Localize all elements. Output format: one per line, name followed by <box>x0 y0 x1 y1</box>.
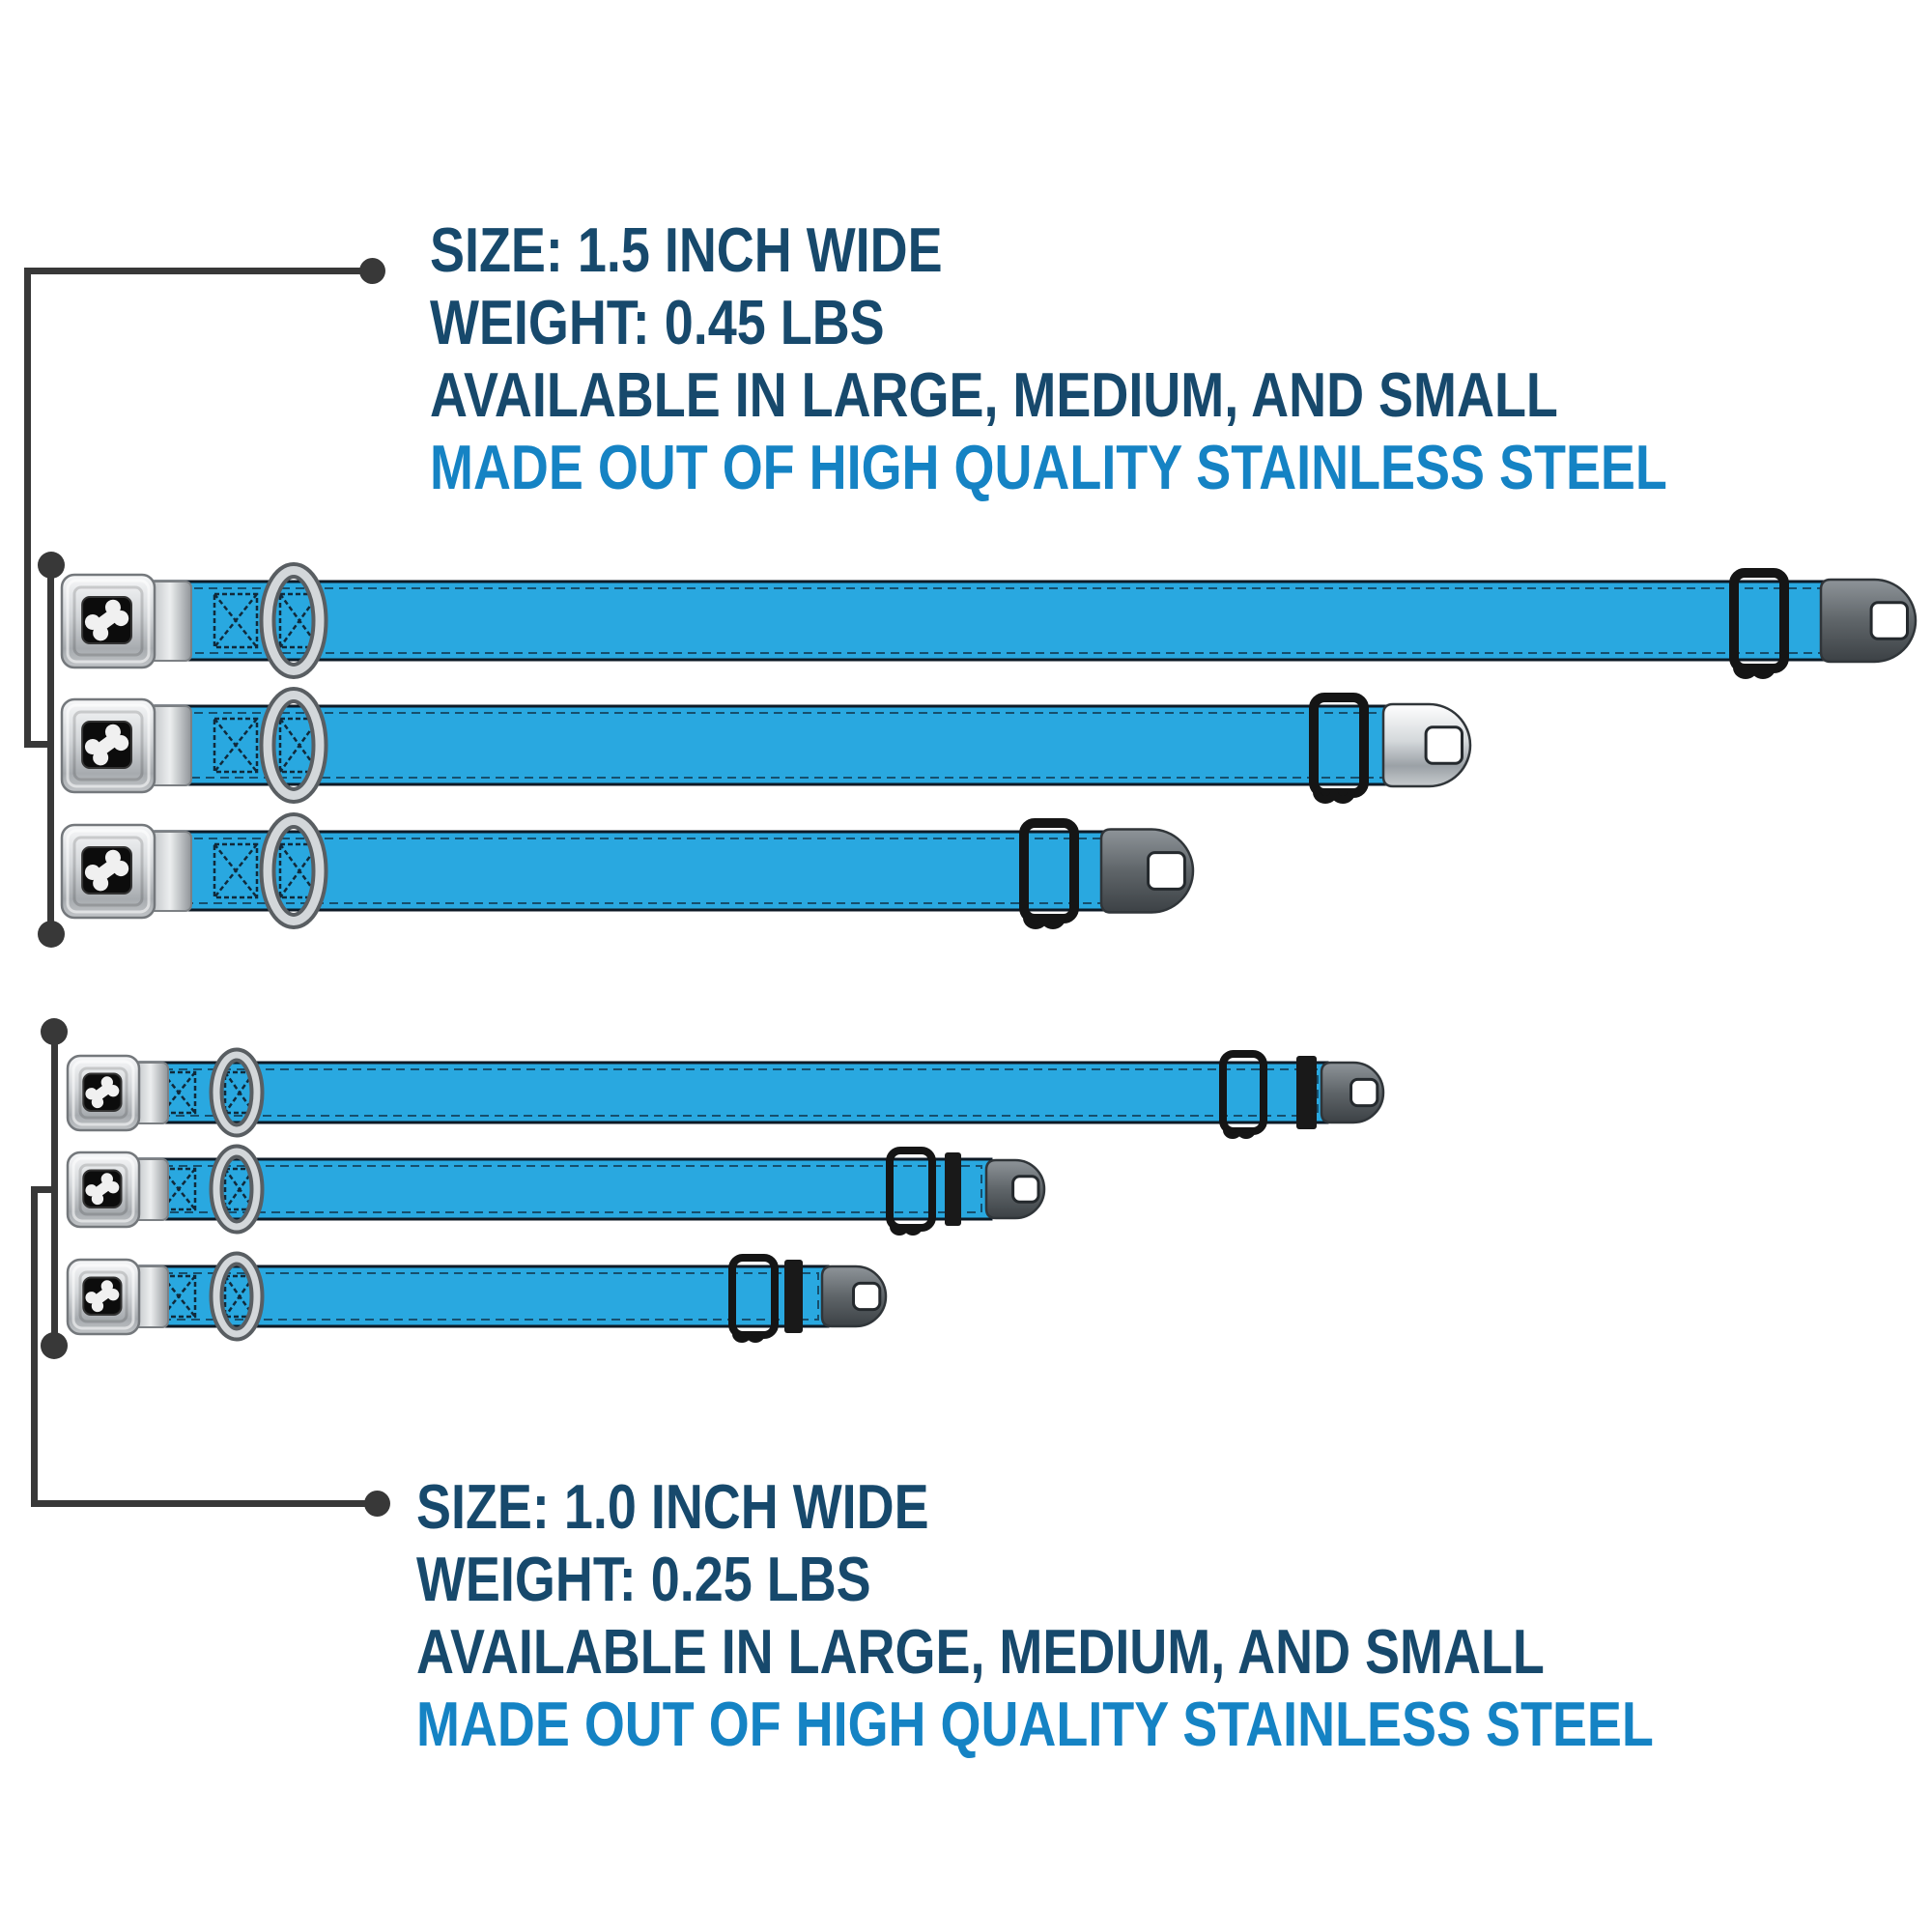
d-ring-highlight <box>263 691 325 800</box>
buckle-bevel-inner <box>72 836 144 907</box>
callout-line <box>31 1500 365 1507</box>
strap <box>124 1061 1329 1124</box>
collar-1-5-inch-wide-large <box>60 562 1918 679</box>
slider <box>728 1254 779 1339</box>
slider-loops <box>890 1226 923 1236</box>
buckle-bevel-inner <box>78 1163 128 1216</box>
buckle-bevel-inner <box>78 1066 128 1120</box>
spec-block-top: SIZE: 1.5 INCH WIDE WEIGHT: 0.45 LBS AVA… <box>430 213 1920 503</box>
latch-hole <box>1147 851 1186 891</box>
callout-line <box>24 741 53 748</box>
callout-line <box>47 565 54 934</box>
callout-dot <box>41 1018 68 1045</box>
callout-line <box>31 1186 38 1507</box>
collar-1-0-inch-wide-small <box>66 1251 888 1343</box>
latch-hole <box>1350 1077 1379 1108</box>
slider-loops <box>1223 1129 1256 1139</box>
d-ring-highlight <box>263 816 325 925</box>
d-ring-highlight <box>213 1051 261 1134</box>
dog-bone-icon <box>84 849 129 892</box>
strap <box>139 580 1837 662</box>
callout-dot <box>41 1332 68 1359</box>
buckle-bevel <box>66 579 151 664</box>
callout-dot <box>38 921 65 948</box>
dog-bone-icon <box>85 1173 120 1206</box>
keeper-band <box>945 1152 961 1226</box>
latch-hole <box>1011 1175 1040 1204</box>
spec-line-material: MADE OUT OF HIGH QUALITY STAINLESS STEEL <box>430 432 1667 502</box>
d-ring-highlight <box>263 566 325 675</box>
slider-loops <box>1023 917 1065 929</box>
dog-bone-icon <box>84 724 129 766</box>
collar-1-0-inch-wide-large <box>66 1047 1385 1139</box>
spec-line-weight: WEIGHT: 0.45 LBS <box>430 287 885 357</box>
slider <box>886 1147 936 1232</box>
spec-line-size: SIZE: 1.5 INCH WIDE <box>430 214 943 285</box>
latch-hole <box>852 1281 882 1312</box>
slider <box>1729 568 1789 673</box>
dog-bone-icon <box>85 1076 120 1109</box>
collar-1-5-inch-wide-small <box>60 812 1195 929</box>
slider <box>1309 693 1369 798</box>
spec-block-bottom: SIZE: 1.0 INCH WIDE WEIGHT: 0.25 LBS AVA… <box>416 1470 1907 1760</box>
buckle-bevel-inner <box>72 585 144 657</box>
stitch-box <box>213 717 259 774</box>
d-ring-highlight <box>213 1255 261 1338</box>
latch-hole <box>1869 601 1909 640</box>
latch-plate <box>1819 578 1918 664</box>
spec-line-size: SIZE: 1.0 INCH WIDE <box>416 1471 929 1542</box>
d-ring-highlight <box>213 1148 261 1231</box>
callout-line <box>26 268 364 274</box>
slider-loops <box>732 1333 765 1343</box>
callout-dot <box>38 552 65 579</box>
callout-line <box>31 1186 58 1193</box>
buckle-bevel-inner <box>72 710 144 781</box>
callout-dot <box>364 1491 390 1517</box>
collar-1-5-inch-wide-medium <box>60 687 1472 804</box>
spec-line-availability: AVAILABLE IN LARGE, MEDIUM, AND SMALL <box>430 359 1558 430</box>
buckle-bevel-inner <box>78 1270 128 1323</box>
dog-bone-icon <box>85 1280 120 1313</box>
dog-bone-icon <box>84 599 129 641</box>
stitch-box <box>213 842 259 899</box>
latch-hole <box>1424 725 1463 765</box>
callout-line <box>24 268 31 748</box>
stitch-box <box>213 592 259 649</box>
spec-line-availability: AVAILABLE IN LARGE, MEDIUM, AND SMALL <box>416 1616 1545 1687</box>
spec-line-weight: WEIGHT: 0.25 LBS <box>416 1544 871 1614</box>
buckle-bevel <box>71 1264 135 1330</box>
slider-loops <box>1733 667 1776 679</box>
buckle-bevel <box>66 703 151 788</box>
slider-loops <box>1313 791 1355 804</box>
callout-dot <box>359 258 385 284</box>
buckle-bevel <box>71 1156 135 1223</box>
buckle-bevel <box>66 829 151 914</box>
slider <box>1219 1050 1267 1135</box>
spec-line-material: MADE OUT OF HIGH QUALITY STAINLESS STEEL <box>416 1689 1654 1759</box>
keeper-band <box>784 1260 803 1333</box>
strap <box>124 1264 830 1328</box>
slider <box>1019 818 1079 923</box>
strap <box>139 704 1401 786</box>
buckle-bevel <box>71 1060 135 1126</box>
collar-1-0-inch-wide-medium <box>66 1144 1046 1236</box>
keeper-band <box>1296 1056 1317 1129</box>
